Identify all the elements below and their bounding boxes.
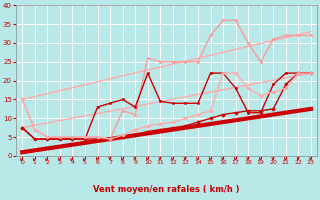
X-axis label: Vent moyen/en rafales ( km/h ): Vent moyen/en rafales ( km/h )	[93, 185, 240, 194]
